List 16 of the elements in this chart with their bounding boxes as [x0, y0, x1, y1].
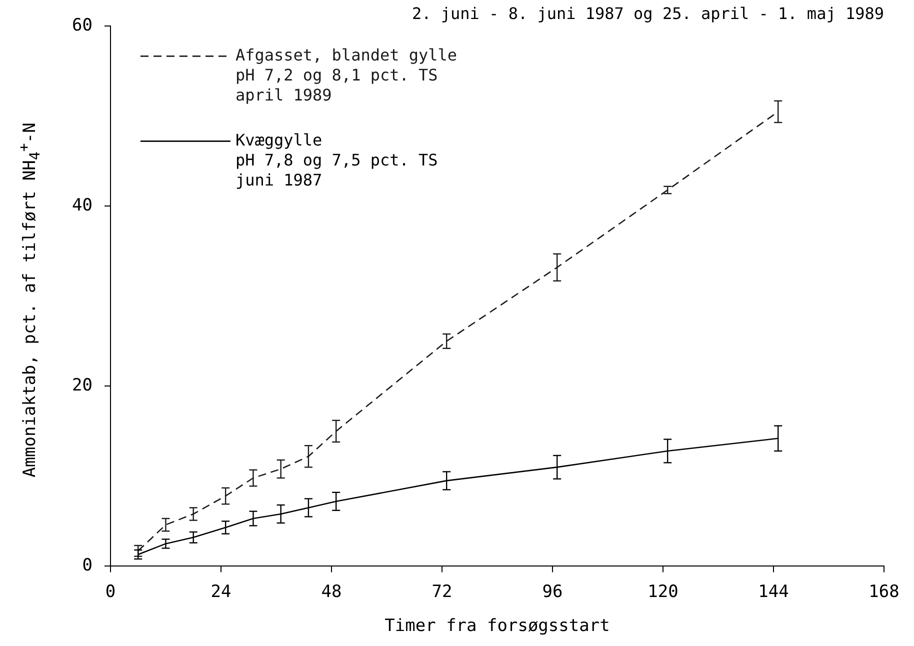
y-tick-label: 60 [72, 16, 92, 36]
x-axis-title: Timer fra forsøgsstart [384, 616, 610, 636]
y-tick-label: 40 [72, 196, 92, 216]
x-tick-label: 96 [542, 582, 563, 602]
x-tick-label: 120 [648, 582, 678, 602]
text: Afgasset, blandet gylle pH 7,2 og 8,1 pct. TS april 1989 [235, 45, 458, 104]
chart-title: 2. juni - 8. juni 1987 og 25. april - 1. maj 1989 [412, 4, 884, 23]
y-tick-label: 0 [82, 556, 92, 576]
x-tick-label: 24 [210, 582, 232, 602]
x-tick-label: 144 [758, 582, 789, 602]
x-tick-label: 72 [432, 582, 452, 602]
text: Kvæggylle pH 7,8 og 7,5 pct. TS juni 1987 [235, 130, 438, 190]
y-tick-label: 20 [72, 376, 92, 396]
x-tick-label: 48 [321, 582, 342, 602]
x-tick-label: 0 [105, 582, 116, 602]
x-tick-label: 168 [868, 582, 900, 602]
